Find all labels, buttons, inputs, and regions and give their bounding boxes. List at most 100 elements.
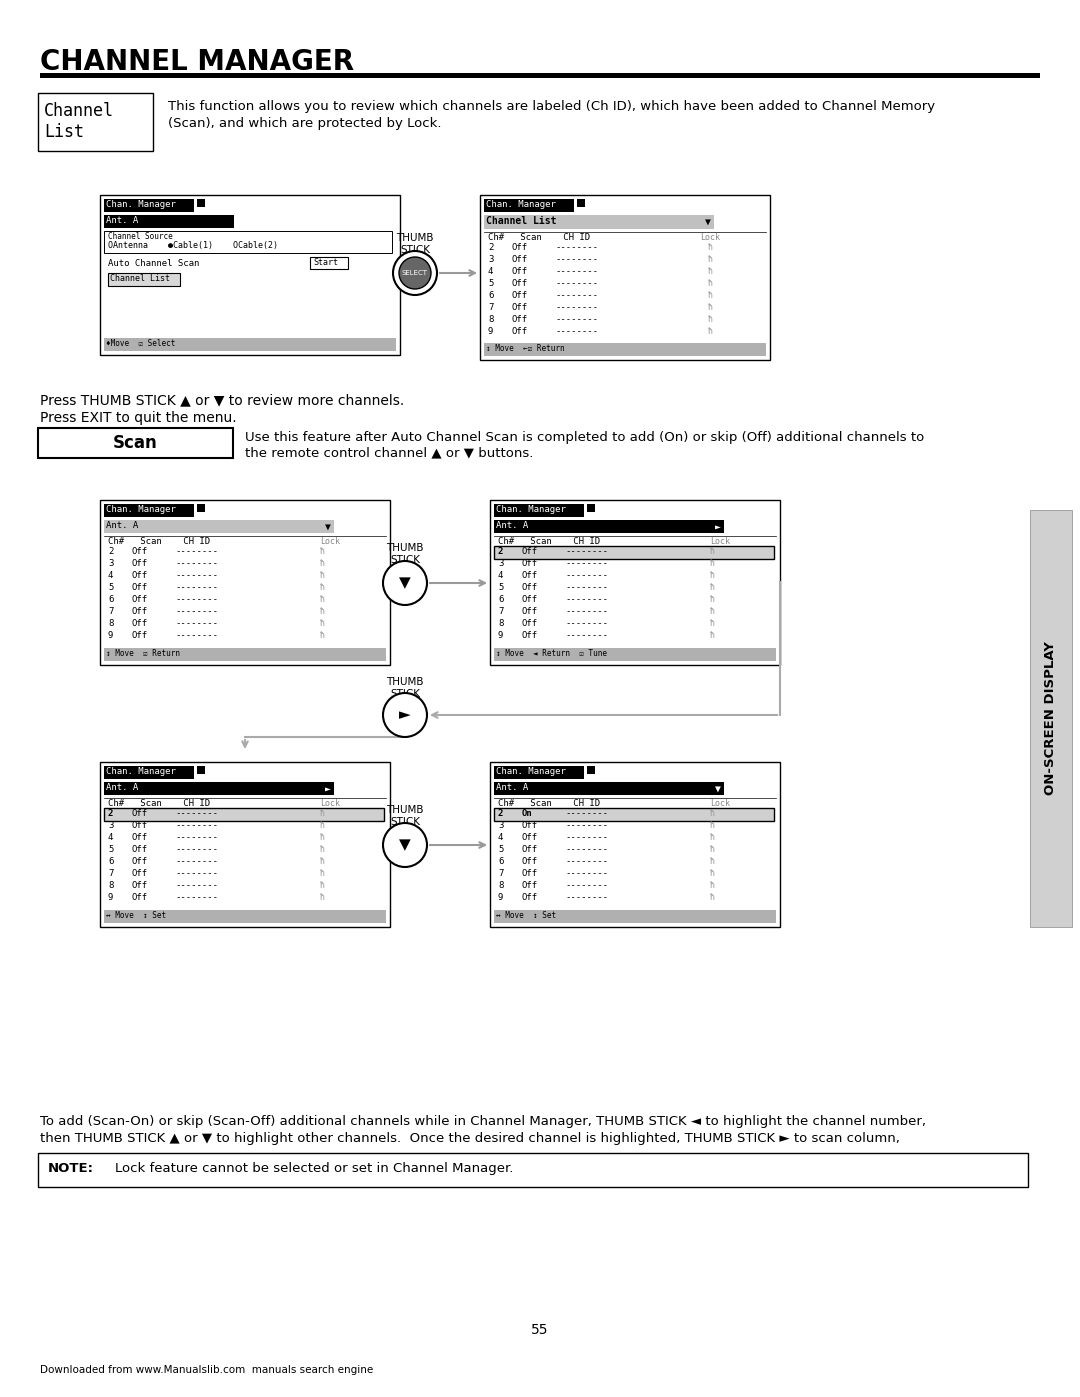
Text: --------: -------- [175,559,218,569]
Text: 5: 5 [498,845,503,854]
Text: Off: Off [522,631,538,640]
Text: ▼: ▼ [325,522,330,532]
Text: --------: -------- [565,821,608,830]
Text: ħ: ħ [710,856,715,866]
Text: 55: 55 [531,1323,549,1337]
Text: Off: Off [132,845,148,854]
Text: Lock: Lock [710,536,730,546]
Text: Use this feature after Auto Channel Scan is completed to add (On) or skip (Off) : Use this feature after Auto Channel Scan… [245,432,924,444]
Text: 4: 4 [498,833,503,842]
Text: Off: Off [132,821,148,830]
Text: Off: Off [132,893,148,902]
Text: --------: -------- [175,571,218,580]
Bar [104,198,194,212]
Text: Off: Off [512,267,528,277]
Bar [104,520,334,534]
Text: --------: -------- [565,583,608,592]
Text: SELECT: SELECT [402,270,428,277]
Bar [494,504,584,517]
Text: ħ: ħ [320,845,325,854]
Text: --------: -------- [565,845,608,854]
Text: --------: -------- [175,821,218,830]
Text: ħ: ħ [708,291,713,300]
Bar [104,504,194,517]
Text: THUMB
STICK: THUMB STICK [387,543,423,564]
Text: --------: -------- [555,256,598,264]
Bar [494,546,774,559]
Text: ħ: ħ [320,595,325,604]
Text: Ch#   Scan    CH ID: Ch# Scan CH ID [498,799,600,807]
Text: 6: 6 [108,856,113,866]
Text: Off: Off [522,893,538,902]
Text: --------: -------- [175,845,218,854]
Text: --------: -------- [555,291,598,300]
Bar [484,344,766,356]
Text: --------: -------- [175,893,218,902]
Text: 6: 6 [108,595,113,604]
Text: 4: 4 [488,267,494,277]
Text: Off: Off [132,833,148,842]
Bar [104,766,194,780]
Text: ħ: ħ [320,559,325,569]
Text: ħ: ħ [708,303,713,312]
Text: Off: Off [522,833,538,842]
Text: 6: 6 [488,291,494,300]
Text: 8: 8 [498,619,503,629]
Bar [588,504,595,511]
Text: ON-SCREEN DISPLAY: ON-SCREEN DISPLAY [1044,641,1057,795]
Text: Channel List: Channel List [110,274,170,284]
Text: Ch#   Scan    CH ID: Ch# Scan CH ID [488,233,590,242]
Text: On: On [522,809,532,819]
Text: Off: Off [132,631,148,640]
Bar [494,807,774,821]
Text: 7: 7 [498,608,503,616]
Circle shape [393,251,437,295]
Text: ħ: ħ [710,571,715,580]
Text: --------: -------- [565,595,608,604]
Bar [104,807,384,821]
Bar [197,198,205,207]
Text: To add (Scan-On) or skip (Scan-Off) additional channels while in Channel Manager: To add (Scan-On) or skip (Scan-Off) addi… [40,1115,926,1127]
Text: --------: -------- [175,809,218,819]
Text: Lock feature cannot be selected or set in Channel Manager.: Lock feature cannot be selected or set i… [114,1162,513,1175]
Text: --------: -------- [565,548,608,556]
Text: Off: Off [132,559,148,569]
Text: ħ: ħ [710,583,715,592]
Text: Chan. Manager: Chan. Manager [106,767,176,775]
Text: 4: 4 [498,571,503,580]
Text: Lock: Lock [700,233,720,242]
Text: ħ: ħ [710,631,715,640]
Text: 3: 3 [108,559,113,569]
Text: Off: Off [132,571,148,580]
Text: 5: 5 [498,583,503,592]
Bar [104,909,386,923]
Text: Off: Off [522,845,538,854]
Text: --------: -------- [555,243,598,251]
Text: ▼: ▼ [400,576,410,591]
Text: 5: 5 [108,583,113,592]
Text: Off: Off [512,243,528,251]
Text: ħ: ħ [320,856,325,866]
Bar [197,766,205,774]
Text: 9: 9 [498,631,503,640]
Text: THUMB
STICK: THUMB STICK [387,678,423,698]
Text: ►: ► [325,784,330,793]
Text: This function allows you to review which channels are labeled (Ch ID), which hav: This function allows you to review which… [168,101,935,113]
Text: ħ: ħ [320,821,325,830]
Text: Ant. A: Ant. A [496,782,528,792]
Text: Off: Off [522,548,538,556]
Text: THUMB
STICK: THUMB STICK [387,805,423,827]
Text: Lock: Lock [320,536,340,546]
Text: THUMB
STICK: THUMB STICK [396,233,434,254]
Bar [494,782,724,795]
Text: 2: 2 [498,548,503,556]
Bar [104,807,384,821]
Text: Off: Off [522,595,538,604]
Text: 3: 3 [498,821,503,830]
Text: --------: -------- [555,303,598,312]
Text: Off: Off [522,608,538,616]
Text: ħ: ħ [320,631,325,640]
Bar [588,766,595,774]
Text: Chan. Manager: Chan. Manager [496,767,566,775]
Text: then THUMB STICK ▲ or ▼ to highlight other channels.  Once the desired channel i: then THUMB STICK ▲ or ▼ to highlight oth… [40,1132,900,1146]
